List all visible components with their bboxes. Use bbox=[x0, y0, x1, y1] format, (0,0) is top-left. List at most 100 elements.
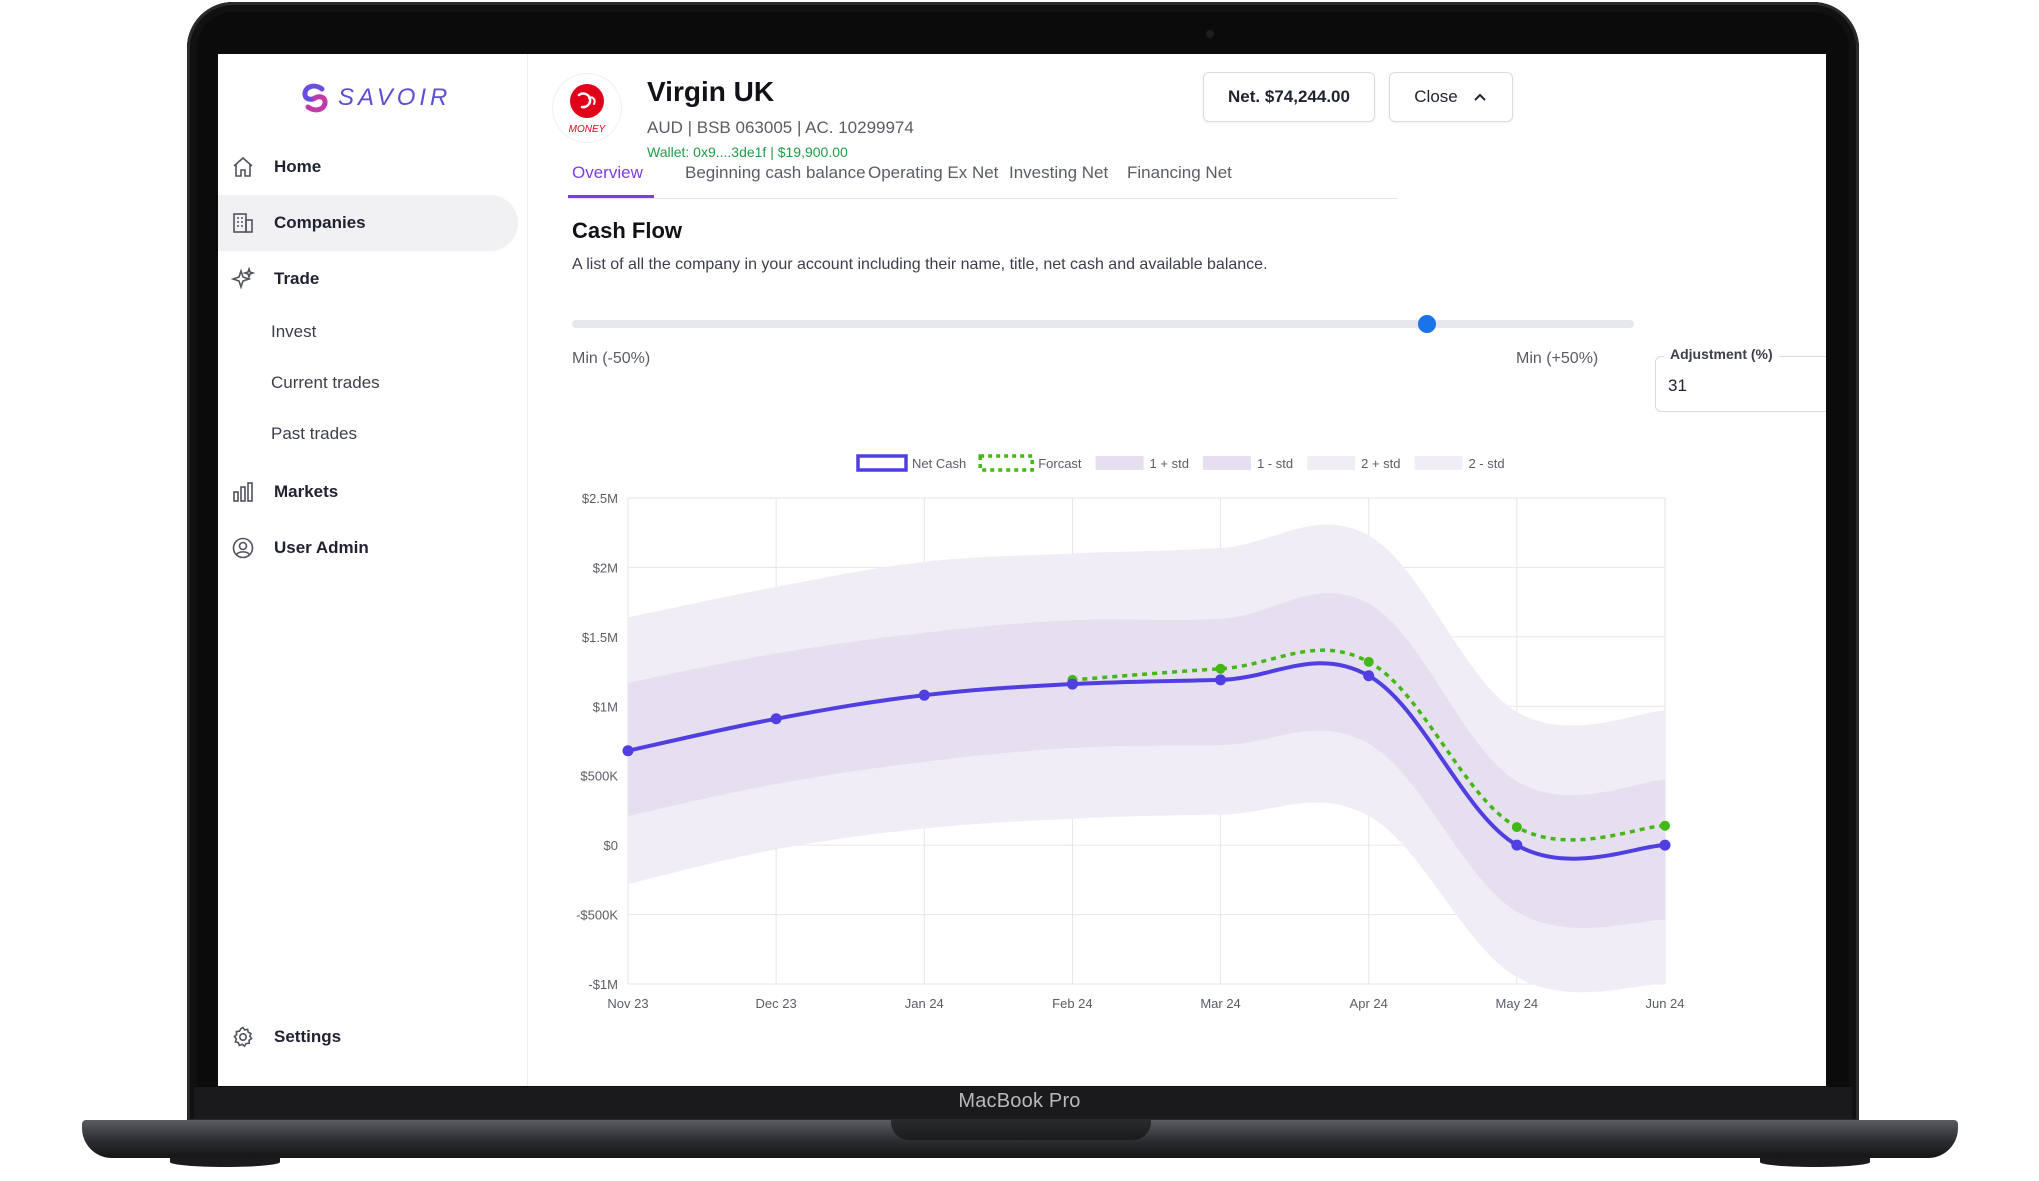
x-tick-label: May 24 bbox=[1496, 996, 1539, 1011]
laptop-notch bbox=[891, 1120, 1151, 1140]
legend-swatch bbox=[978, 454, 1034, 472]
company-logo: MONEY bbox=[553, 74, 621, 142]
y-tick-label: -$500K bbox=[576, 908, 618, 923]
home-icon bbox=[230, 154, 256, 180]
series-forecast-line bbox=[1072, 648, 1666, 842]
net-cash-point bbox=[622, 745, 634, 757]
tab-investing-net[interactable]: Investing Net bbox=[1009, 163, 1109, 182]
y-tick-label: $1M bbox=[593, 699, 618, 714]
virgin-money-logo-icon: MONEY bbox=[569, 84, 607, 135]
x-tick-label: Jun 24 bbox=[1645, 996, 1684, 1011]
net-balance-button[interactable]: Net. $74,244.00 bbox=[1203, 72, 1375, 122]
section-title: Cash Flow bbox=[572, 218, 683, 243]
building-icon bbox=[230, 210, 256, 236]
chevron-up-icon bbox=[1474, 93, 1486, 101]
user-circle-icon bbox=[230, 535, 256, 561]
close-label: Close bbox=[1414, 87, 1458, 106]
sidebar-item-home[interactable]: Home bbox=[228, 139, 518, 195]
y-tick-label: $0 bbox=[604, 838, 618, 853]
legend-swatch bbox=[1095, 456, 1144, 470]
savoir-logo-icon bbox=[302, 83, 328, 113]
adjustment-label: Adjustment (%) bbox=[1664, 346, 1779, 362]
sidebar-subitem-current-trades[interactable]: Current trades bbox=[271, 373, 380, 392]
y-tick-label: $1.5M bbox=[582, 630, 618, 645]
laptop-foot-left bbox=[170, 1157, 280, 1167]
legend-swatch bbox=[1202, 456, 1251, 470]
adjustment-slider-handle[interactable] bbox=[1417, 315, 1436, 333]
tab-beginning-cash-balance[interactable]: Beginning cash balance bbox=[685, 163, 866, 182]
legend-swatch bbox=[1307, 456, 1356, 470]
legend-label: 2 + std bbox=[1361, 456, 1400, 471]
section-description: A list of all the company in your accoun… bbox=[572, 256, 1268, 273]
net-cash-point bbox=[770, 713, 782, 725]
y-tick-label: $2M bbox=[593, 560, 618, 575]
app-screen: SAVOIR Home Companies Trade Invest Curre… bbox=[218, 54, 1826, 1086]
adjustment-slider-track[interactable] bbox=[572, 320, 1634, 328]
net-cash-point bbox=[1511, 839, 1523, 851]
sidebar-item-trade[interactable]: Trade bbox=[228, 251, 518, 307]
sidebar-item-label: Settings bbox=[274, 1027, 342, 1046]
legend-label: Forcast bbox=[1038, 456, 1082, 471]
gear-icon bbox=[230, 1024, 256, 1050]
sidebar-item-companies[interactable]: Companies bbox=[218, 195, 518, 251]
tab-bar: Overview Beginning cash balance Operatin… bbox=[568, 158, 1398, 199]
series-net-cash-line bbox=[627, 661, 1666, 861]
legend-label: 1 - std bbox=[1257, 456, 1293, 471]
legend-swatch bbox=[856, 454, 908, 472]
net-cash-point bbox=[918, 689, 930, 701]
net-cash-point bbox=[1215, 674, 1227, 686]
company-account-details: AUD | BSB 063005 | AC. 10299974 bbox=[647, 118, 914, 137]
camera-icon bbox=[1206, 30, 1214, 38]
x-tick-label: Feb 24 bbox=[1052, 996, 1092, 1011]
x-tick-label: Jan 24 bbox=[905, 996, 944, 1011]
slider-max-label: Min (+50%) bbox=[1516, 350, 1599, 367]
net-balance-label: Net. $74,244.00 bbox=[1228, 87, 1350, 106]
sidebar-item-label: Markets bbox=[274, 482, 339, 501]
legend-label: Net Cash bbox=[912, 456, 966, 471]
x-tick-label: Apr 24 bbox=[1350, 996, 1388, 1011]
sidebar-subitem-past-trades[interactable]: Past trades bbox=[271, 424, 357, 443]
legend-label: 1 + std bbox=[1150, 456, 1189, 471]
device-name: MacBook Pro bbox=[958, 1090, 1081, 1112]
company-wallet: Wallet: 0x9....3de1f | $19,900.00 bbox=[647, 144, 848, 160]
sidebar-item-label: Trade bbox=[274, 269, 320, 288]
laptop-foot-right bbox=[1760, 1157, 1870, 1167]
sidebar-item-label: User Admin bbox=[274, 538, 369, 557]
sidebar-item-markets[interactable]: Markets bbox=[228, 464, 518, 520]
app-logo[interactable]: SAVOIR bbox=[300, 80, 451, 116]
forecast-point bbox=[1511, 822, 1522, 833]
active-tab-indicator bbox=[568, 195, 654, 198]
sparkle-icon bbox=[230, 266, 256, 292]
sidebar: SAVOIR Home Companies Trade Invest Curre… bbox=[218, 54, 528, 1086]
forecast-point bbox=[1215, 663, 1226, 674]
x-tick-label: Nov 23 bbox=[607, 996, 648, 1011]
x-tick-label: Dec 23 bbox=[756, 996, 797, 1011]
bar-chart-icon bbox=[230, 479, 256, 505]
sidebar-item-settings[interactable]: Settings bbox=[228, 1009, 518, 1065]
legend-swatch bbox=[1414, 456, 1463, 470]
close-button[interactable]: Close bbox=[1389, 72, 1513, 122]
logo-text: SAVOIR bbox=[338, 84, 452, 111]
tab-operating-ex-net[interactable]: Operating Ex Net bbox=[868, 163, 999, 182]
y-tick-label: $2.5M bbox=[582, 491, 618, 506]
sidebar-item-label: Companies bbox=[274, 213, 366, 232]
screen-bezel bbox=[194, 1087, 1852, 1119]
forecast-point bbox=[1660, 820, 1670, 831]
y-tick-label: $500K bbox=[580, 769, 618, 784]
cash-flow-chart: $2.5M $2M $1.5M $1M $500K $0 -$500K -$1M Nov 23 D… bbox=[576, 454, 1685, 1011]
company-name: Virgin UK bbox=[647, 76, 775, 107]
x-tick-label: Mar 24 bbox=[1200, 996, 1240, 1011]
slider-min-label: Min (-50%) bbox=[572, 350, 651, 367]
sidebar-subitem-invest[interactable]: Invest bbox=[271, 322, 317, 341]
net-cash-point bbox=[1066, 678, 1078, 690]
legend-label: 2 - std bbox=[1468, 456, 1504, 471]
sidebar-item-label: Home bbox=[274, 157, 322, 176]
adjustment-input[interactable] bbox=[1668, 376, 1826, 396]
std-band-1 bbox=[628, 593, 1665, 929]
net-cash-point bbox=[1659, 839, 1671, 851]
net-cash-point bbox=[1363, 670, 1375, 682]
tab-financing-net[interactable]: Financing Net bbox=[1127, 163, 1232, 182]
tab-overview[interactable]: Overview bbox=[572, 163, 643, 182]
company-logo-text: MONEY bbox=[569, 124, 607, 135]
sidebar-item-user-admin[interactable]: User Admin bbox=[228, 520, 518, 576]
